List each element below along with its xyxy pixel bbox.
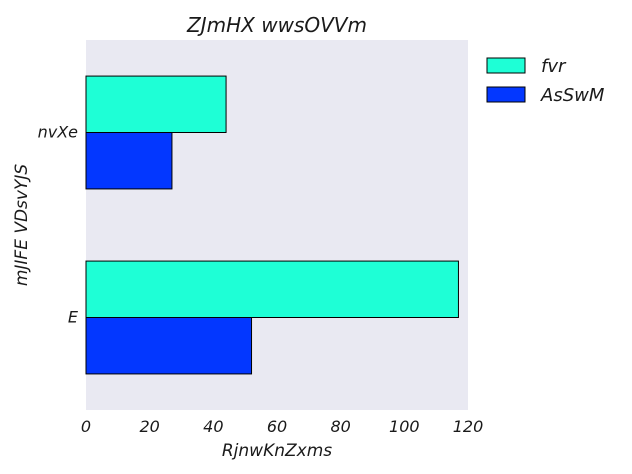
x-tick-label: 100	[389, 417, 420, 436]
x-tick-label: 0	[81, 417, 91, 436]
x-tick-label: 120	[453, 417, 484, 436]
x-tick-label: 60	[267, 417, 287, 436]
legend-swatch	[486, 57, 526, 74]
y-tick-label: nvXe	[38, 123, 79, 142]
legend-swatch	[486, 86, 526, 103]
bar-fvr-nvXe	[85, 75, 227, 133]
y-tick-label: E	[68, 308, 79, 327]
bar-AsSwM-nvXe	[85, 132, 173, 190]
y-axis-label: mJIFE VDsvYJS	[12, 164, 32, 287]
legend-label: fvr	[541, 56, 567, 77]
x-axis-label: RjnwKnZxms	[222, 441, 332, 461]
x-tick-label: 20	[139, 417, 159, 436]
x-tick-label: 80	[330, 417, 350, 436]
chart-title: ZJmHX wwsOVVm	[186, 13, 367, 37]
legend-label: AsSwM	[540, 85, 605, 106]
bar-fvr-E	[85, 260, 459, 319]
legend: fvr AsSwM	[486, 56, 605, 106]
x-tick-label: 40	[203, 417, 223, 436]
bar-AsSwM-E	[85, 317, 253, 375]
